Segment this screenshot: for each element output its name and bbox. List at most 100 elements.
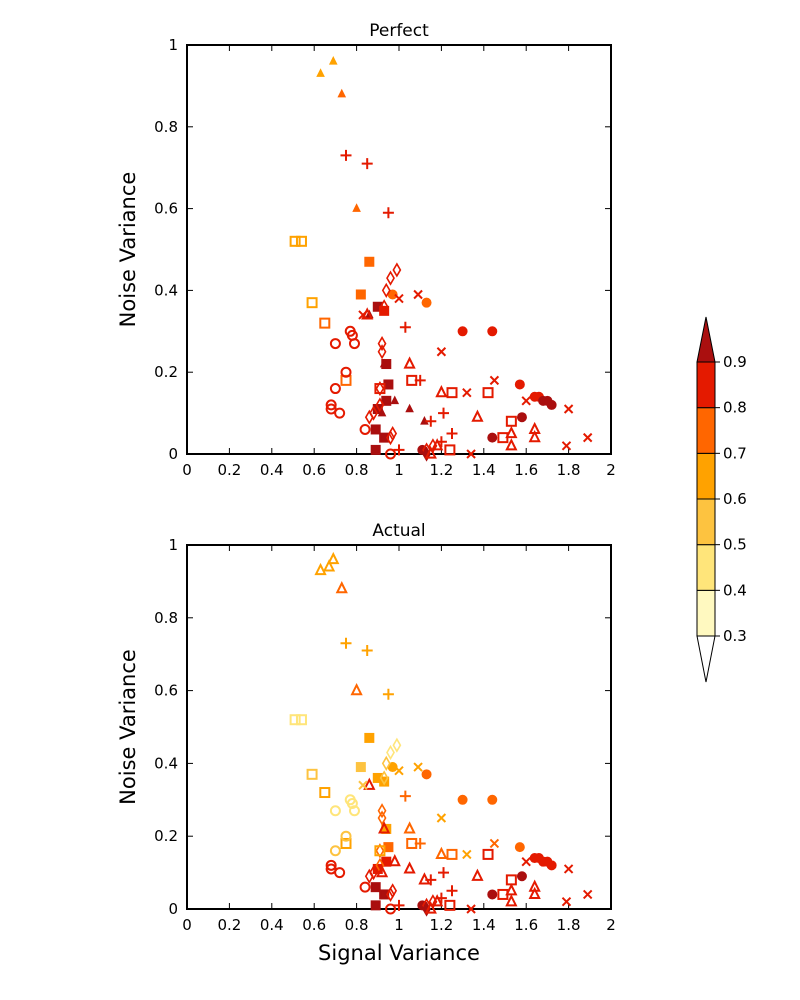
plus-marker [382, 688, 394, 700]
plus-marker [340, 637, 352, 649]
square-marker [295, 235, 307, 247]
square-marker [370, 444, 381, 455]
triangle-marker [337, 88, 347, 98]
square-marker [379, 889, 390, 900]
plus-marker [414, 374, 426, 386]
y-tick-label: 0.2 [154, 363, 178, 381]
circle-marker [334, 867, 346, 879]
triangle-marker [314, 562, 327, 576]
circle-marker [546, 399, 557, 410]
x-marker [462, 849, 472, 860]
square-marker [505, 874, 517, 886]
square-marker [383, 379, 394, 390]
triangle-marker [363, 777, 376, 790]
square-marker [295, 714, 307, 726]
x-tick-label: 0.2 [217, 916, 241, 934]
chart-title: Perfect [369, 21, 429, 41]
y-tick-label: 0.4 [154, 281, 178, 299]
square-marker [340, 837, 352, 849]
triangle-marker [328, 56, 338, 65]
triangle-marker [375, 864, 389, 878]
square-marker [381, 395, 392, 406]
plus-marker [446, 885, 458, 897]
plus-marker [414, 837, 426, 849]
y-tick-label: 0.2 [154, 827, 178, 845]
panel-actual: Actual 0 0.2 0.4 0.6 0.8 1 1.2 1.4 1.6 1.8 2 0 0.2 0.4… [116, 521, 616, 965]
colorbar-segment [696, 544, 716, 591]
colorbar-segment [696, 589, 716, 637]
triangle-marker [431, 438, 444, 451]
square-marker [370, 900, 381, 911]
circle-marker [516, 412, 527, 423]
circle-marker [487, 889, 498, 900]
plus-marker [393, 444, 405, 456]
triangle-marker [471, 868, 484, 881]
x-marker [582, 432, 593, 443]
diamond-marker [375, 397, 385, 413]
plus-marker [438, 407, 450, 419]
triangle-marker [405, 403, 414, 413]
x-tick-label: 1.6 [514, 461, 538, 479]
diamond-marker [377, 810, 387, 826]
circle-marker [329, 338, 341, 350]
circle-marker [487, 326, 498, 337]
square-marker [446, 387, 458, 399]
circle-marker [348, 338, 360, 350]
circle-marker [340, 366, 352, 378]
colorbar-tick-label: 0.3 [723, 627, 747, 645]
y-tick-label: 0.8 [154, 609, 178, 627]
circle-marker [359, 881, 371, 893]
triangle-marker [435, 846, 448, 859]
x-marker [358, 310, 368, 320]
triangle-marker [327, 551, 340, 565]
square-marker [505, 415, 517, 427]
circle-marker [348, 805, 360, 817]
colorbar-tick-label: 0.9 [723, 353, 747, 371]
circle-marker [516, 871, 527, 882]
triangle-marker [424, 446, 437, 459]
plus-marker [446, 428, 458, 440]
square-marker [374, 845, 386, 857]
x-marker [436, 813, 447, 823]
x-tick-label: 0.2 [217, 461, 241, 479]
circle-marker [359, 423, 371, 435]
square-marker [497, 432, 509, 444]
x-tick-label: 1.2 [429, 461, 453, 479]
circle-marker [487, 432, 498, 443]
square-marker [379, 305, 390, 316]
square-marker [289, 714, 301, 726]
colorbar-segment [696, 407, 716, 454]
x-tick-label: 0 [182, 916, 192, 934]
circle-marker [325, 859, 337, 871]
circle-marker [514, 379, 525, 390]
x-tick-label: 1.2 [429, 916, 453, 934]
circle-marker [487, 794, 498, 805]
plus-marker [425, 415, 437, 427]
x-marker [563, 864, 574, 874]
triangle-marker [403, 821, 416, 834]
plot-frame [186, 44, 612, 455]
x-marker [413, 289, 423, 300]
diamond-marker [381, 755, 391, 771]
x-marker [561, 441, 572, 451]
circle-marker [546, 860, 557, 871]
plus-marker [399, 321, 411, 333]
triangle-marker [377, 407, 387, 417]
triangle-marker [352, 203, 361, 212]
diamond-marker [386, 886, 395, 903]
triangle-marker [424, 901, 437, 914]
colorbar-tick-label: 0.6 [723, 490, 747, 508]
square-marker [319, 317, 331, 329]
scatter-points [289, 551, 593, 917]
triangle-marker [335, 581, 348, 594]
diamond-marker [386, 270, 395, 286]
colorbar-tick-label: 0.7 [723, 444, 747, 462]
chart-title: Actual [372, 521, 425, 541]
colorbar: 0.3 0.4 0.5 0.6 0.7 0.8 0.9 [696, 316, 747, 683]
plus-marker [340, 149, 352, 161]
x-marker [436, 347, 447, 357]
plus-marker [382, 207, 394, 219]
triangle-marker [379, 358, 389, 368]
diamond-marker [379, 770, 389, 786]
triangle-marker [431, 894, 444, 907]
